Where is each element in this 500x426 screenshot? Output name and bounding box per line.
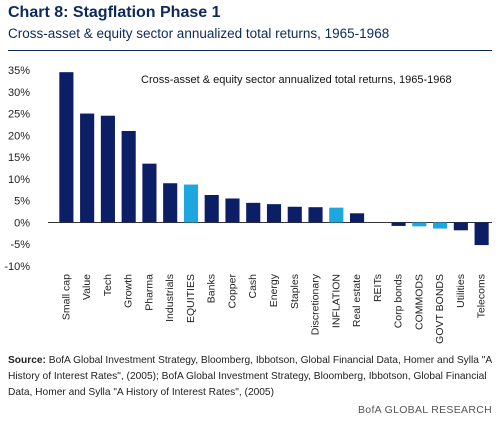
bar-govt-bonds: [433, 222, 448, 229]
bar-corp-bonds: [391, 222, 406, 226]
bar-real-estate: [349, 213, 365, 223]
bar-staples: [287, 206, 302, 223]
bar-utilities: [453, 222, 468, 231]
source-label: Source:: [8, 355, 46, 366]
y-tick-label: 15%: [8, 152, 30, 164]
x-tick-label-commods: COMMODS: [413, 274, 425, 330]
bar-pharma: [142, 163, 157, 223]
x-tick-label-cash: Cash: [247, 274, 259, 299]
x-tick-label-real-estate: Real estate: [351, 274, 363, 327]
bar-discretionary: [308, 207, 323, 223]
x-tick-label-tech: Tech: [102, 274, 114, 296]
y-tick-label: -10%: [4, 261, 30, 273]
x-tick-label-industrials: Industrials: [164, 274, 176, 322]
x-tick-label-staples: Staples: [289, 274, 301, 309]
bar-cash: [246, 202, 261, 223]
x-tick-label-growth: Growth: [123, 274, 135, 308]
bar-telecoms: [474, 222, 489, 246]
x-tick-label-pharma: Pharma: [143, 274, 155, 311]
x-tick-label-equities: EQUITIES: [185, 274, 197, 323]
bar-banks: [204, 195, 219, 223]
bar-industrials: [163, 183, 178, 223]
bar-chart: Cross-asset & equity sector annualized t…: [4, 65, 492, 344]
x-tick-label-telecoms: Telecoms: [476, 274, 488, 318]
x-tick-label-corp-bonds: Corp bonds: [393, 274, 405, 328]
y-tick-label: 25%: [8, 109, 30, 121]
x-tick-label-value: Value: [81, 274, 93, 300]
bar-copper: [225, 198, 240, 223]
bar-small-cap: [59, 72, 74, 223]
x-tick-label-energy: Energy: [268, 273, 280, 307]
y-tick-label: 35%: [8, 65, 30, 77]
header-divider: [8, 50, 492, 51]
chart-subtitle: Cross-asset & equity sector annualized t…: [8, 26, 390, 41]
y-tick-label: -5%: [10, 239, 30, 251]
bar-commods: [412, 222, 427, 227]
bar-inflation: [329, 207, 344, 223]
x-tick-label-discretionary: Discretionary: [310, 273, 322, 335]
x-tick-label-govt-bonds: GOVT BONDS: [434, 274, 446, 344]
bar-energy: [266, 204, 282, 223]
bar-value: [80, 113, 95, 223]
source-text: BofA Global Investment Strategy, Bloombe…: [8, 355, 492, 398]
y-tick-label: 20%: [8, 130, 30, 142]
brand-label: BofA GLOBAL RESEARCH: [358, 404, 492, 416]
x-tick-label-reits: REITs: [372, 274, 384, 302]
y-tick-label: 10%: [8, 174, 30, 186]
bar-tech: [100, 115, 115, 223]
y-tick-label: 0%: [14, 217, 30, 229]
x-tick-label-inflation: INFLATION: [330, 274, 342, 328]
chart-title: Chart 8: Stagflation Phase 1: [8, 4, 221, 21]
y-tick-label: 30%: [8, 87, 30, 99]
chart-inner-title: Cross-asset & equity sector annualized t…: [141, 74, 452, 86]
bar-growth: [121, 130, 136, 223]
source-note: Source: BofA Global Investment Strategy,…: [8, 353, 492, 401]
y-tick-label: 5%: [14, 196, 30, 208]
x-tick-label-utilities: Utilities: [455, 274, 467, 308]
x-tick-label-copper: Copper: [226, 274, 238, 309]
x-tick-label-banks: Banks: [206, 274, 218, 303]
x-tick-label-small-cap: Small cap: [60, 274, 72, 320]
bar-equities: [183, 184, 199, 223]
